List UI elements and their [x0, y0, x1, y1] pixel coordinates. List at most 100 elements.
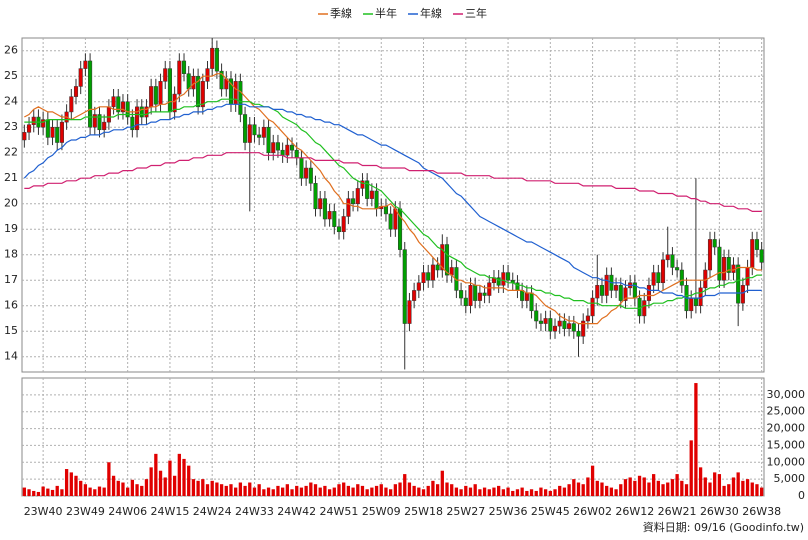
volume-bar [421, 489, 426, 496]
volume-bar [107, 462, 111, 496]
candle-body [562, 320, 567, 329]
volume-bar [520, 487, 524, 496]
candle-body [567, 323, 572, 329]
volume-bar [450, 484, 454, 496]
volume-bar [262, 489, 266, 496]
candle-body [740, 285, 745, 304]
candle-body [693, 297, 698, 306]
candle-body [332, 211, 337, 227]
volume-bar [426, 485, 430, 496]
candle-body [538, 320, 543, 324]
candle-body [623, 287, 628, 301]
candle-body [336, 226, 342, 233]
volume-bar [238, 482, 243, 496]
volume-bar [558, 485, 562, 496]
candle-body [294, 149, 299, 159]
candle-body [585, 315, 590, 322]
volume-bar [337, 484, 341, 496]
volume-bar [229, 484, 233, 496]
volume-bar [515, 489, 520, 496]
volume-bar [365, 489, 369, 496]
volume-bar [647, 482, 651, 496]
candle-body [50, 126, 55, 138]
volume-bar [50, 489, 55, 496]
volume-bar [548, 490, 552, 496]
volume-bar [346, 485, 351, 496]
x-tick-label: 25W36 [489, 505, 528, 518]
candle-body [712, 239, 717, 248]
y-tick-label: 14 [4, 350, 18, 363]
candle-body [614, 285, 619, 291]
volume-bar [172, 475, 177, 496]
volume-bar [459, 489, 463, 496]
candle-body [31, 116, 36, 125]
candle-body [346, 198, 351, 217]
candle-body [88, 60, 93, 128]
volume-bar [384, 487, 388, 496]
volume-bar [140, 485, 144, 496]
candle-body [412, 290, 417, 301]
candle-body [717, 246, 722, 281]
volume-bar [370, 487, 374, 496]
candle-body [299, 157, 304, 179]
candle-body [313, 183, 318, 210]
volume-bar [417, 487, 421, 496]
x-tick-label: 24W42 [277, 505, 316, 518]
candle-body [153, 86, 158, 105]
candle-body [515, 282, 520, 291]
volume-bar [675, 474, 679, 496]
volume-bar [116, 480, 120, 496]
volume-bar [309, 482, 313, 496]
candle-body [257, 134, 262, 138]
candle-body [529, 292, 534, 312]
x-tick-label: 25W18 [404, 505, 443, 518]
volume-bar [389, 489, 393, 496]
volume-bar [760, 487, 764, 496]
volume-bar [64, 469, 69, 496]
candle-body [177, 60, 182, 95]
y2-tick-label: 25,000 [767, 405, 806, 418]
volume-bar [741, 480, 745, 496]
volume-bar [745, 479, 750, 496]
volume-bar [590, 465, 595, 496]
candle-body [261, 126, 266, 138]
candle-body [78, 68, 83, 87]
volume-bar [750, 482, 754, 496]
candle-body [266, 126, 271, 153]
volume-bar [755, 484, 759, 496]
volume-bar [210, 480, 214, 496]
volume-bar [684, 484, 689, 496]
candle-body [360, 180, 365, 189]
volume-bar [22, 487, 26, 496]
candle-body [534, 310, 539, 322]
volume-bar [121, 482, 125, 496]
candle-body [675, 267, 680, 271]
candle-body [374, 190, 379, 210]
volume-bar [595, 480, 599, 496]
candle-body [388, 213, 393, 230]
candle-body [496, 277, 501, 286]
legend-label: 三年 [465, 6, 487, 20]
x-tick-label: 25W45 [531, 505, 570, 518]
candle-body [365, 180, 370, 199]
volume-bar [698, 467, 703, 496]
candle-body [736, 264, 741, 304]
candle-body [679, 269, 684, 286]
volume-bar [88, 487, 92, 496]
volume-bar [234, 487, 238, 496]
x-tick-label: 24W24 [193, 505, 232, 518]
candle-body [440, 244, 445, 271]
volume-bar [572, 479, 576, 496]
candle-body [590, 297, 595, 317]
volume-bar [454, 487, 459, 496]
candle-body [106, 106, 111, 123]
candle-body [243, 114, 248, 143]
volume-bar [356, 484, 360, 496]
candle-body [656, 272, 661, 284]
volume-bar [713, 472, 717, 496]
candle-body [745, 267, 750, 286]
volume-bar [168, 460, 172, 496]
candle-body [402, 249, 407, 324]
volume-bar [605, 485, 609, 496]
candle-body [407, 300, 412, 324]
